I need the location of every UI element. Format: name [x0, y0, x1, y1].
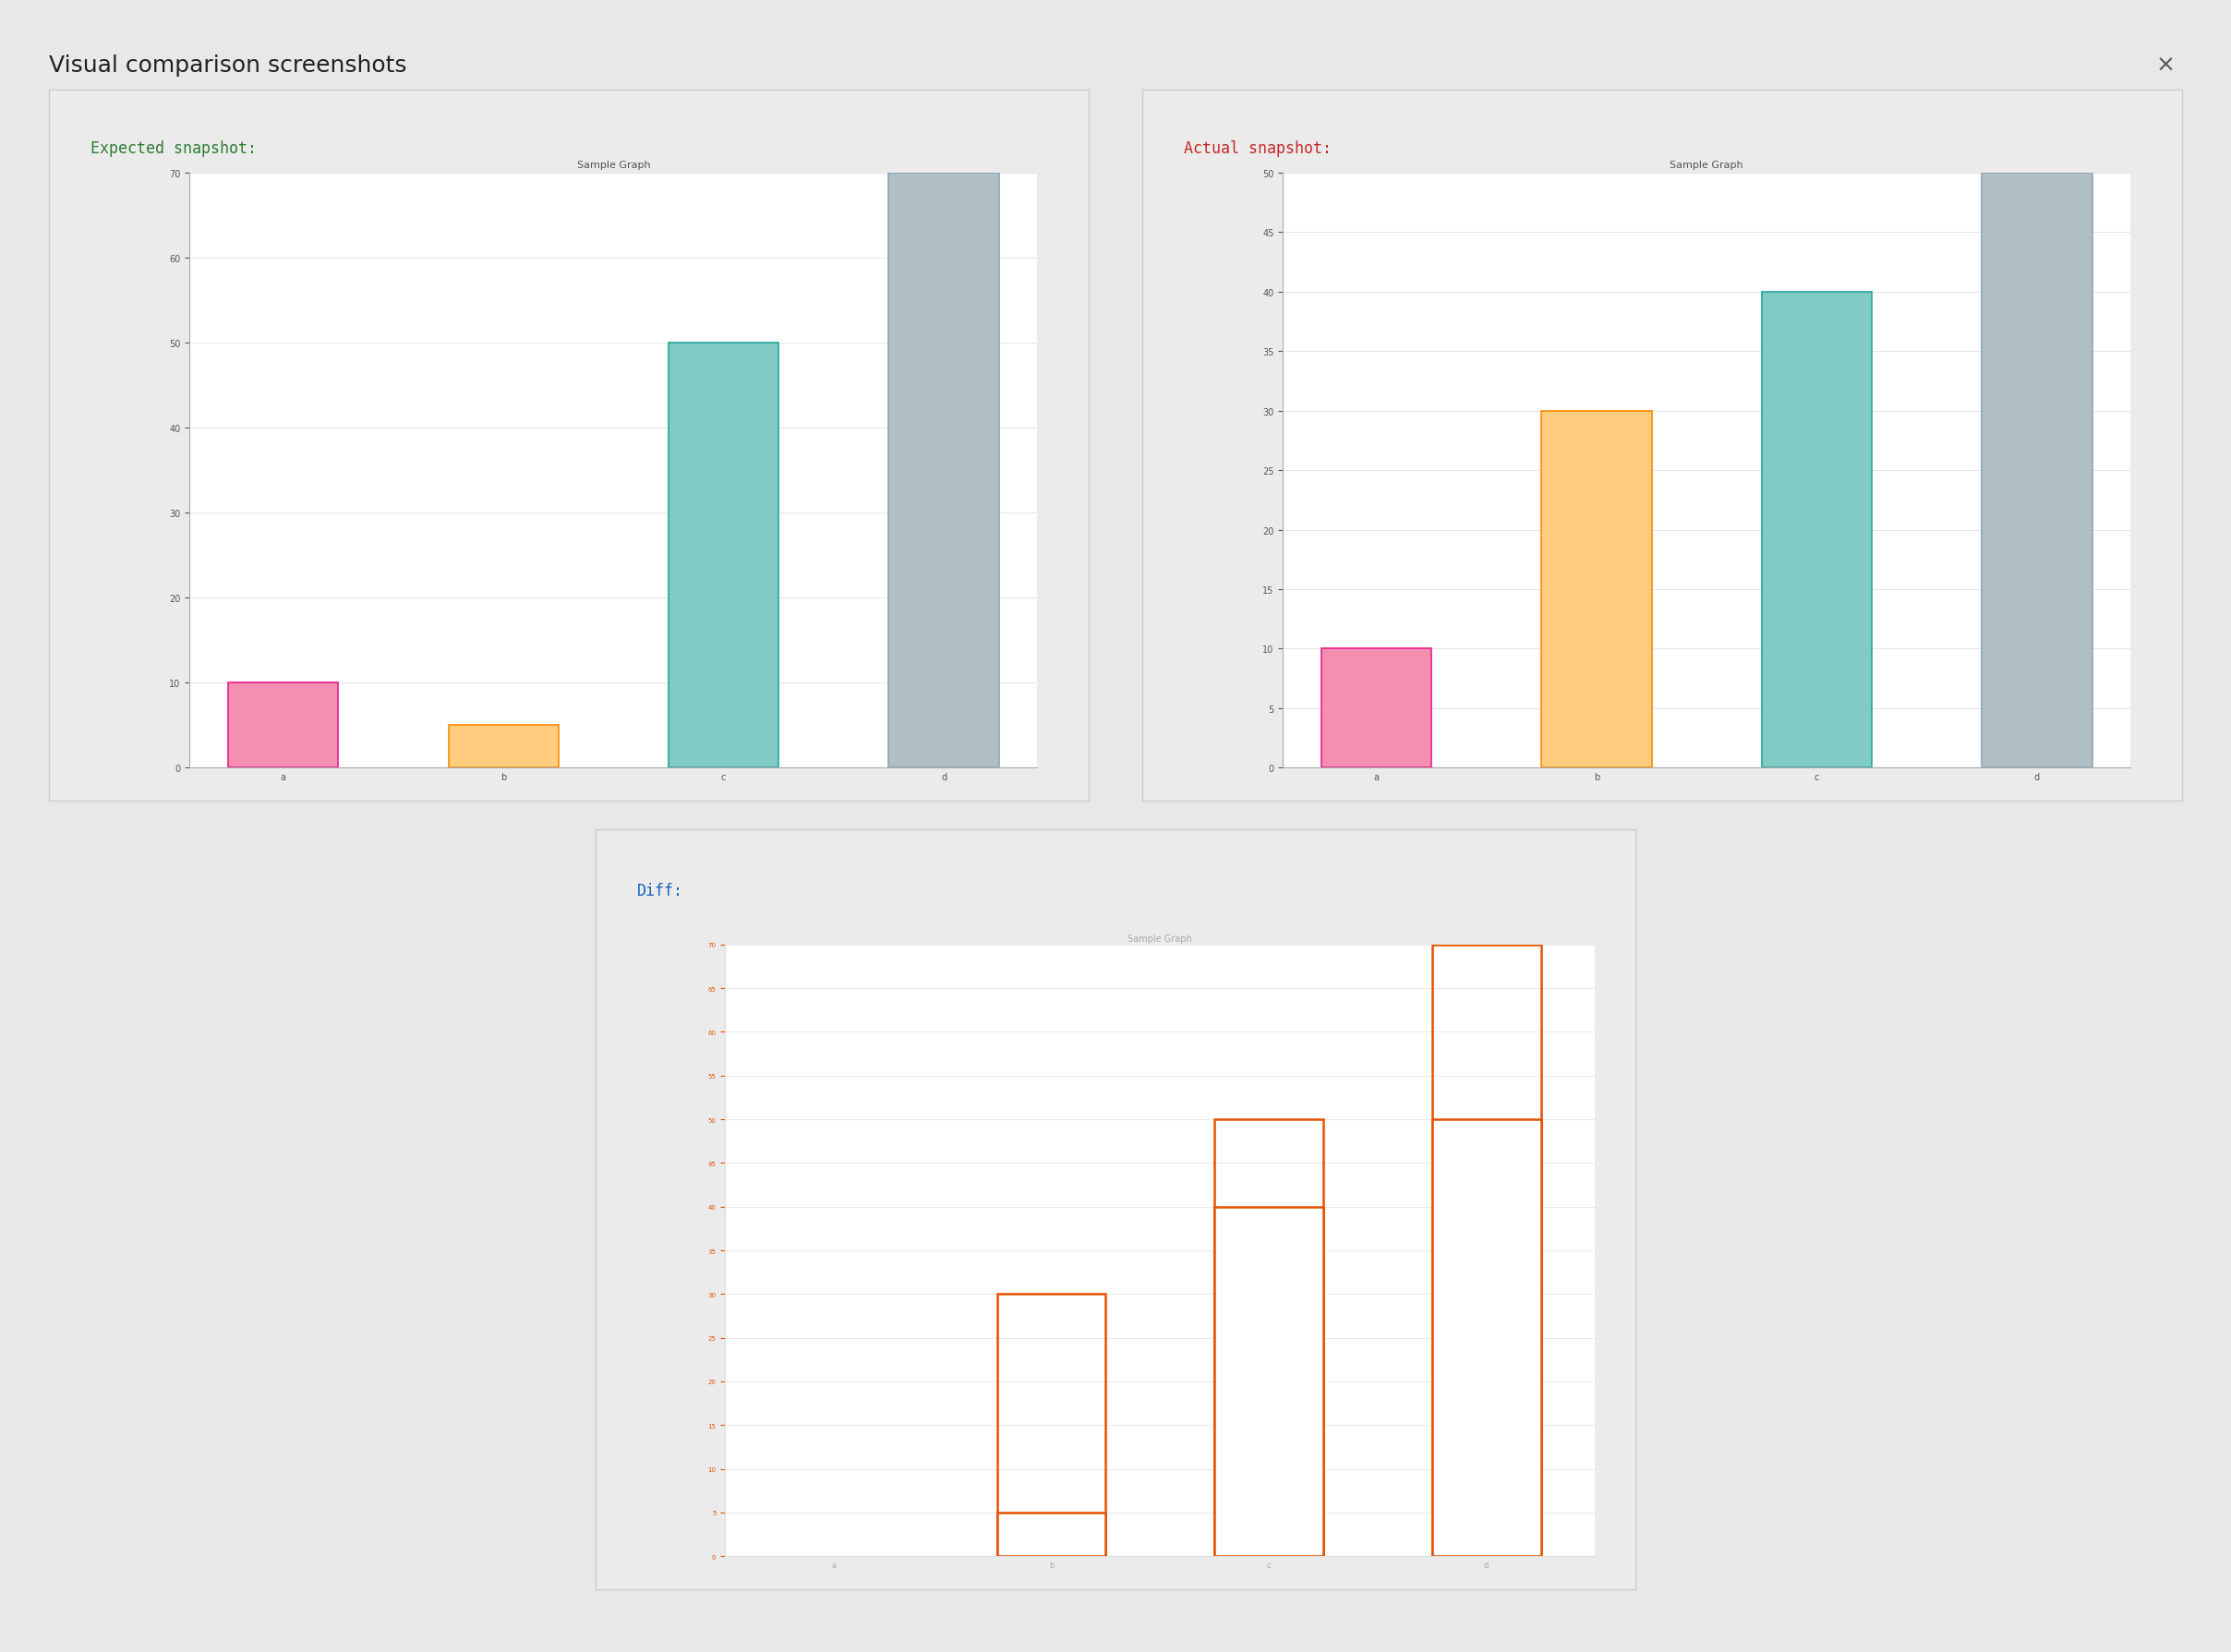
Text: Expected snapshot:: Expected snapshot:	[91, 140, 257, 157]
Bar	[1432, 945, 1542, 1556]
Bar	[997, 1513, 1107, 1556]
Bar	[1542, 411, 1651, 768]
Bar	[228, 684, 339, 768]
Title: Sample Graph: Sample Graph	[1671, 160, 1742, 170]
Text: ×: ×	[2155, 55, 2175, 76]
Bar	[1762, 292, 1872, 768]
Title: Sample Graph: Sample Graph	[1129, 933, 1191, 943]
Bar	[888, 173, 999, 768]
Text: Actual snapshot:: Actual snapshot:	[1185, 140, 1332, 157]
Bar	[1214, 1120, 1323, 1556]
Bar	[1432, 1120, 1542, 1556]
Title: Sample Graph: Sample Graph	[578, 160, 649, 170]
Bar	[448, 725, 558, 768]
Bar	[1321, 649, 1432, 768]
Bar	[669, 344, 779, 768]
Text: Diff:: Diff:	[638, 882, 683, 899]
Bar	[1214, 1208, 1323, 1556]
Bar	[1981, 173, 2093, 768]
Bar	[997, 1294, 1107, 1556]
Text: Visual comparison screenshots: Visual comparison screenshots	[49, 55, 406, 76]
